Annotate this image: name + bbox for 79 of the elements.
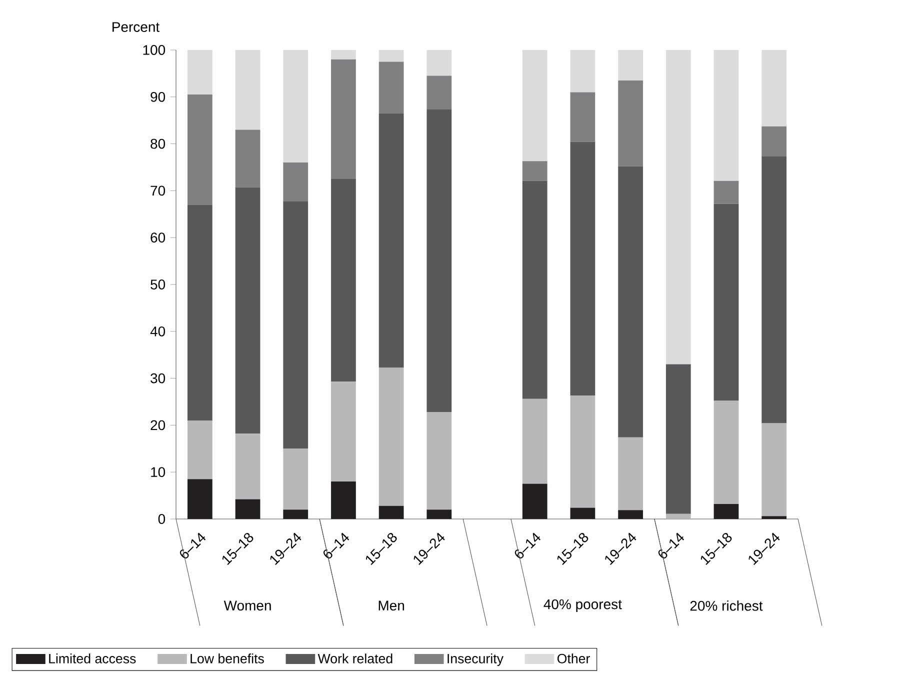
bar <box>378 368 404 506</box>
y-tick-label: 100 <box>143 45 166 55</box>
bar <box>426 50 452 76</box>
bar <box>283 162 308 202</box>
bar <box>570 142 596 396</box>
bar <box>618 437 643 510</box>
bar <box>762 423 787 516</box>
bar <box>714 504 739 519</box>
bar <box>570 50 596 92</box>
y-tick-label: 10 <box>151 467 166 478</box>
bar <box>714 50 739 181</box>
bar <box>618 80 643 166</box>
bar <box>522 180 548 399</box>
bar <box>618 166 643 438</box>
bar <box>762 126 787 156</box>
bar <box>235 434 260 500</box>
y-tick-label: 50 <box>150 280 166 290</box>
y-tick-label: 90 <box>150 92 166 102</box>
y-tick-label: 40 <box>150 326 166 336</box>
bar <box>570 92 596 142</box>
text: Men <box>378 600 404 611</box>
bar <box>187 204 212 420</box>
bar <box>618 50 643 80</box>
bar <box>666 364 691 514</box>
bar <box>331 481 356 519</box>
bar <box>714 400 739 504</box>
bar <box>283 448 308 510</box>
bar <box>426 510 452 519</box>
bar <box>762 50 787 126</box>
bar <box>187 94 212 205</box>
legend-label: Low benefits <box>190 654 264 664</box>
y-tick-label: 70 <box>150 186 166 196</box>
bar <box>283 50 308 163</box>
bar <box>714 204 739 401</box>
y-tick-label: 0 <box>158 514 166 524</box>
legend-label: Insecurity <box>448 654 504 666</box>
y-tick-label: 80 <box>150 138 166 149</box>
bar <box>235 187 260 434</box>
bar <box>235 130 260 188</box>
bar <box>283 510 308 519</box>
text: 40% poorest <box>544 599 622 612</box>
bar <box>378 50 404 62</box>
bar <box>522 50 548 162</box>
bar <box>570 396 596 508</box>
y-tick-label: 30 <box>150 373 166 384</box>
bar <box>331 50 356 60</box>
legend-label: Limited access <box>49 654 136 664</box>
bar <box>331 178 356 382</box>
bar <box>618 510 643 519</box>
bar <box>235 50 260 130</box>
bar <box>378 62 404 114</box>
bar <box>522 161 548 181</box>
text: 20% richest <box>690 600 763 611</box>
bar <box>331 59 356 179</box>
y-tick-label: 20 <box>150 420 166 430</box>
y-tick-label: 60 <box>150 232 166 243</box>
bar <box>762 516 787 519</box>
bar <box>522 484 548 519</box>
bar <box>666 50 691 364</box>
bar <box>570 508 596 519</box>
bar <box>714 180 739 204</box>
bar <box>331 382 356 482</box>
bar <box>426 76 452 110</box>
bar <box>235 499 260 519</box>
bar <box>426 412 452 510</box>
bar <box>187 50 212 95</box>
bar <box>378 506 404 519</box>
bar <box>187 420 212 480</box>
bar <box>522 398 548 484</box>
y-axis-title: Percent <box>112 22 160 32</box>
bar <box>762 156 787 424</box>
text: Women <box>224 600 271 611</box>
bar <box>378 113 404 368</box>
bar <box>666 514 691 519</box>
bar <box>426 110 452 412</box>
legend-label: Other <box>557 654 590 664</box>
legend-label: Work related <box>318 654 392 664</box>
bar <box>283 201 308 449</box>
bar <box>187 479 212 519</box>
